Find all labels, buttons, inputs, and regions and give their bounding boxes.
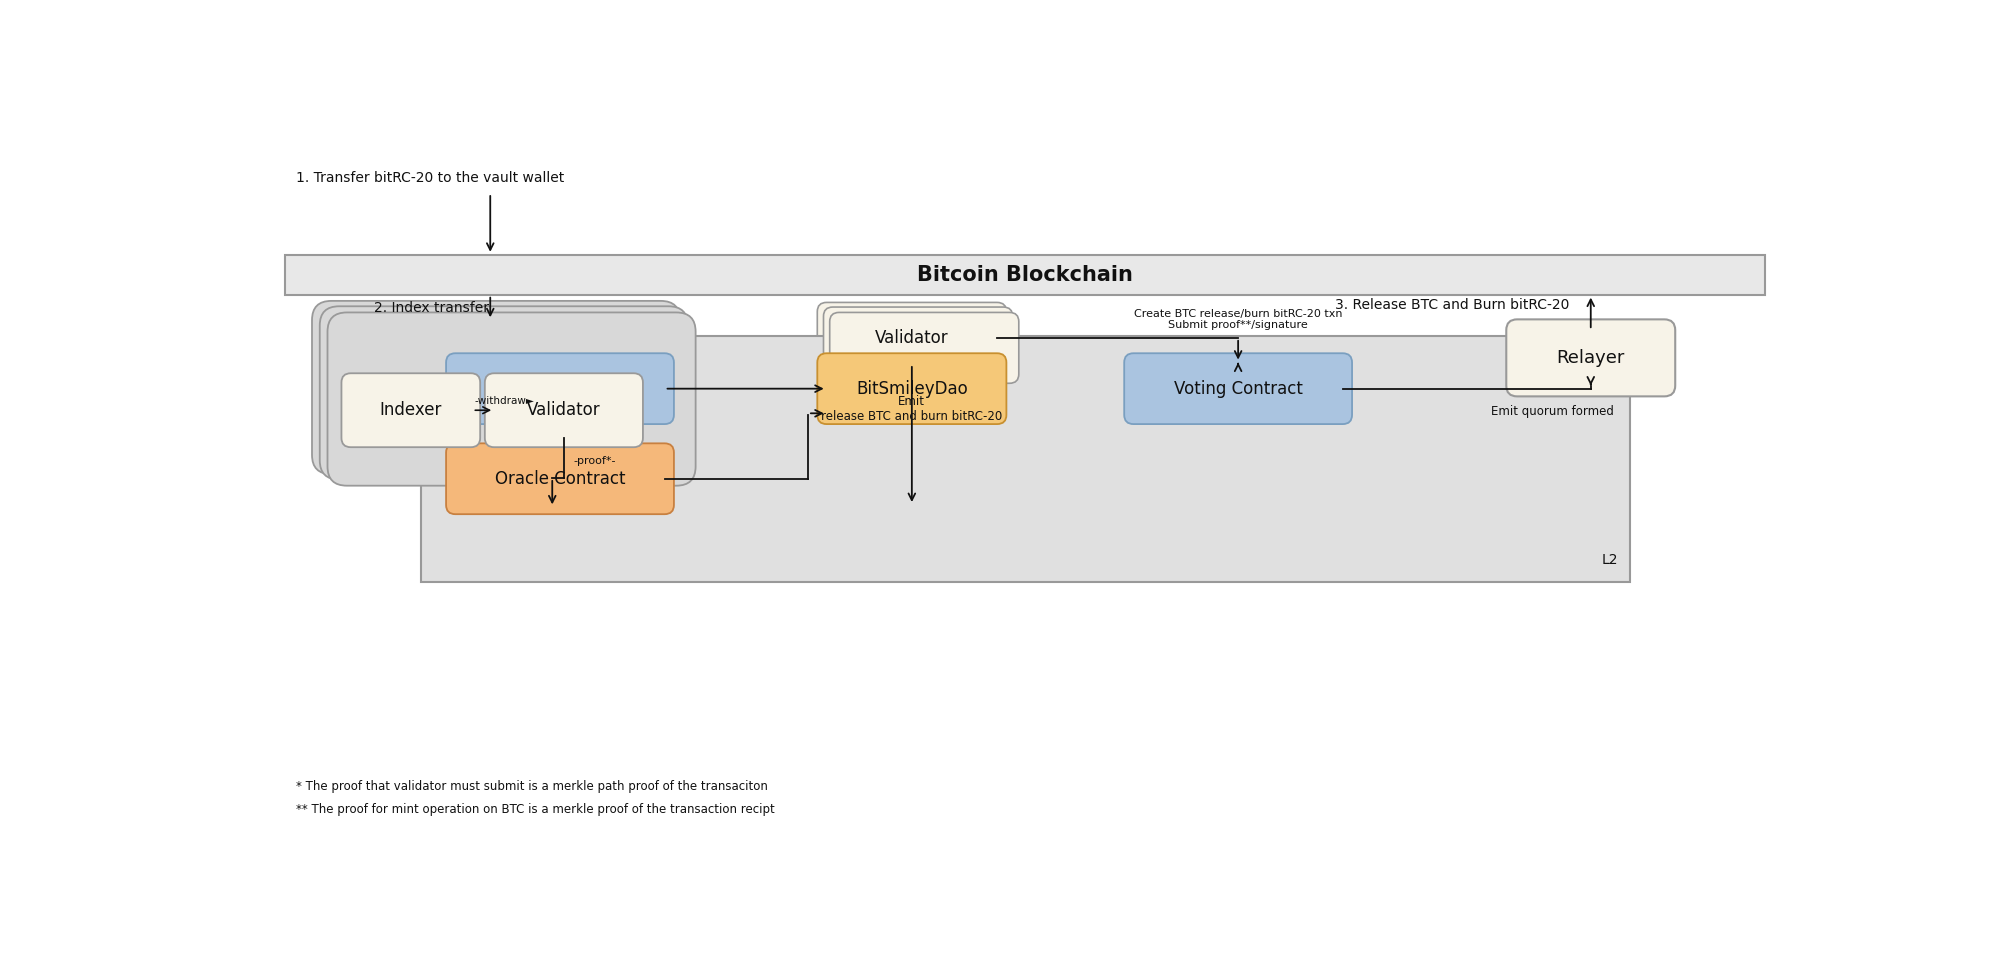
Text: Oracle Contract: Oracle Contract bbox=[494, 470, 626, 488]
FancyBboxPatch shape bbox=[824, 308, 1012, 378]
FancyBboxPatch shape bbox=[484, 373, 642, 447]
Text: -proof*-: -proof*- bbox=[574, 456, 616, 466]
Text: Create BTC release/burn bitRC-20 txn
Submit proof**/signature: Create BTC release/burn bitRC-20 txn Sub… bbox=[1134, 308, 1342, 331]
FancyBboxPatch shape bbox=[818, 303, 1006, 373]
Text: * The proof that validator must submit is a merkle path proof of the transaciton: * The proof that validator must submit i… bbox=[296, 779, 768, 793]
Text: Emit quorum formed: Emit quorum formed bbox=[1490, 405, 1614, 418]
Text: Indexer: Indexer bbox=[380, 402, 442, 419]
Text: Voting Contract: Voting Contract bbox=[496, 380, 624, 398]
Text: Emit
release BTC and burn bitRC-20: Emit release BTC and burn bitRC-20 bbox=[822, 395, 1002, 423]
FancyBboxPatch shape bbox=[446, 443, 674, 514]
Text: 1. Transfer bitRC-20 to the vault wallet: 1. Transfer bitRC-20 to the vault wallet bbox=[296, 170, 564, 185]
Text: Validator: Validator bbox=[528, 402, 600, 419]
Text: 2. Index transfer: 2. Index transfer bbox=[374, 302, 488, 315]
Text: Bitcoin Blockchain: Bitcoin Blockchain bbox=[918, 264, 1132, 284]
FancyBboxPatch shape bbox=[1124, 354, 1352, 424]
FancyBboxPatch shape bbox=[320, 307, 688, 480]
Text: Voting Contract: Voting Contract bbox=[1174, 380, 1302, 398]
Text: Relayer: Relayer bbox=[1556, 349, 1624, 367]
FancyBboxPatch shape bbox=[1506, 319, 1676, 396]
Text: Validator: Validator bbox=[876, 329, 948, 347]
Text: BitSmileyDao: BitSmileyDao bbox=[856, 380, 968, 398]
FancyBboxPatch shape bbox=[446, 354, 674, 424]
Text: L2: L2 bbox=[1602, 553, 1618, 567]
Text: 3. Release BTC and Burn bitRC-20: 3. Release BTC and Burn bitRC-20 bbox=[1336, 298, 1570, 311]
Bar bbox=[284, 255, 1766, 295]
FancyBboxPatch shape bbox=[830, 312, 1018, 383]
Bar bbox=[420, 335, 1630, 582]
FancyBboxPatch shape bbox=[342, 373, 480, 447]
FancyBboxPatch shape bbox=[328, 312, 696, 485]
FancyBboxPatch shape bbox=[818, 354, 1006, 424]
Text: ** The proof for mint operation on BTC is a merkle proof of the transaction reci: ** The proof for mint operation on BTC i… bbox=[296, 803, 776, 816]
Text: -withdraw►: -withdraw► bbox=[474, 396, 534, 406]
FancyBboxPatch shape bbox=[312, 301, 680, 474]
